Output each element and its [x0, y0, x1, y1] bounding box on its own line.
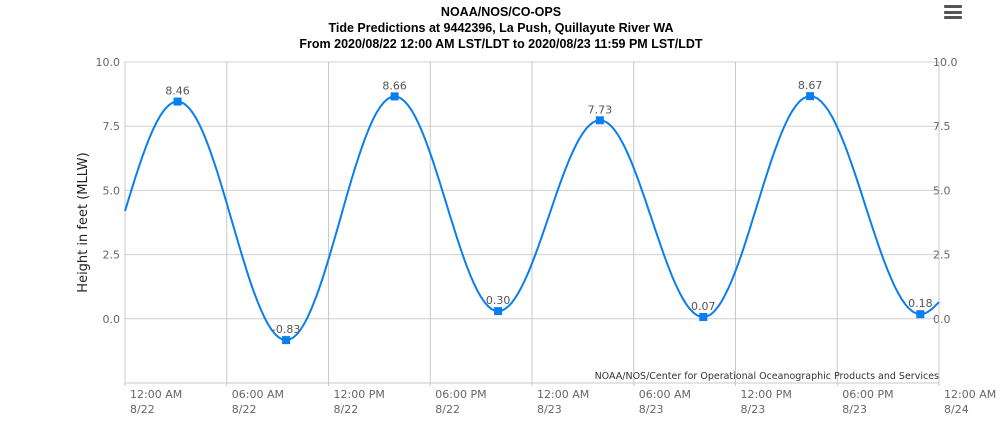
hilo-marker — [494, 307, 503, 316]
hilo-marker — [282, 336, 291, 345]
hamburger-menu-icon[interactable] — [944, 5, 962, 21]
y-tick-label-left: 7.5 — [103, 120, 121, 133]
data-label: 8.67 — [798, 79, 823, 92]
x-tick-date: 8/23 — [639, 403, 664, 416]
x-tick-date: 8/24 — [944, 403, 969, 416]
x-tick-date: 8/22 — [435, 403, 460, 416]
y-tick-label-right: 5.0 — [933, 184, 951, 197]
hilo-marker — [699, 313, 708, 322]
x-tick-date: 8/23 — [741, 403, 766, 416]
tide-series-line — [124, 95, 940, 342]
x-tick-time: 12:00 PM — [741, 388, 792, 401]
x-tick-time: 06:00 AM — [639, 388, 691, 401]
x-tick-time: 12:00 PM — [334, 388, 385, 401]
credit-text: NOAA/NOS/Center for Operational Oceanogr… — [595, 371, 939, 382]
y-axis-label: Height in feet (MLLW) — [76, 152, 91, 292]
data-label: 8.46 — [165, 85, 190, 98]
hilo-marker — [916, 310, 925, 319]
data-label: 0.18 — [908, 297, 933, 310]
y-tick-label-left: 2.5 — [103, 249, 121, 262]
x-tick-time: 12:00 AM — [130, 388, 182, 401]
data-label: 7.73 — [588, 103, 613, 116]
data-label: -0.83 — [272, 323, 300, 336]
x-tick-date: 8/23 — [842, 403, 867, 416]
x-tick-time: 06:00 AM — [232, 388, 284, 401]
y-tick-label-left: 10.0 — [96, 56, 121, 69]
chart-date-range: From 2020/08/22 12:00 AM LST/LDT to 2020… — [299, 37, 703, 51]
x-tick-time: 06:00 PM — [435, 388, 486, 401]
data-label: 0.30 — [486, 294, 511, 307]
y-tick-label-right: 7.5 — [933, 120, 951, 133]
x-tick-time: 12:00 AM — [944, 388, 996, 401]
hilo-marker — [173, 97, 182, 106]
data-label: 8.66 — [382, 79, 407, 92]
hilo-marker — [595, 116, 604, 125]
y-tick-label-left: 5.0 — [103, 184, 121, 197]
data-label: 0.07 — [691, 300, 716, 313]
x-tick-time: 06:00 PM — [842, 388, 893, 401]
hilo-marker — [390, 92, 399, 101]
x-tick-date: 8/22 — [232, 403, 257, 416]
chart-title: NOAA/NOS/CO-OPS — [440, 5, 562, 19]
y-tick-label-right: 2.5 — [933, 249, 951, 262]
y-tick-label-right: 10.0 — [933, 56, 958, 69]
y-tick-label-left: 0.0 — [103, 313, 121, 326]
x-tick-date: 8/23 — [537, 403, 562, 416]
hilo-marker — [806, 92, 815, 101]
chart-subtitle: Tide Predictions at 9442396, La Push, Qu… — [328, 21, 674, 35]
y-tick-label-right: 0.0 — [933, 313, 951, 326]
x-tick-date: 8/22 — [334, 403, 359, 416]
x-tick-date: 8/22 — [130, 403, 155, 416]
x-tick-time: 12:00 AM — [537, 388, 589, 401]
